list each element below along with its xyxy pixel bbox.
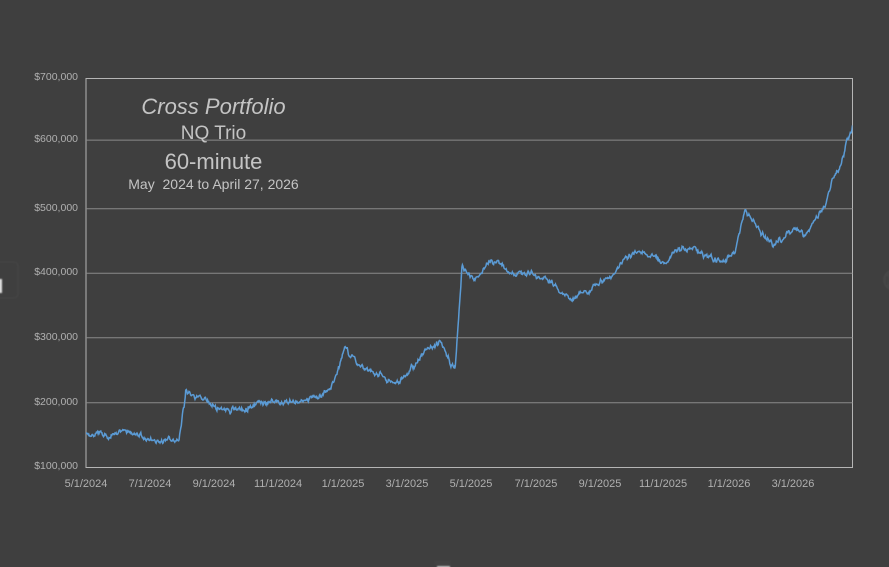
svg-text:M: M — [885, 274, 889, 288]
